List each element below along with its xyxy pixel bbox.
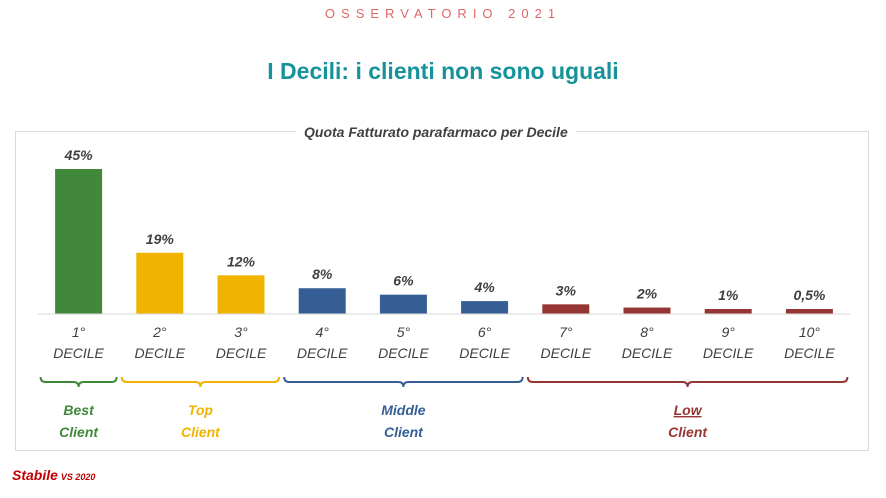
data-label-decile-6: 4%	[473, 279, 495, 295]
group-label-2-line-2: Client	[181, 424, 221, 440]
data-label-decile-2: 19%	[146, 231, 175, 247]
x-tick-label-decile-5-line-2: DECILE	[378, 345, 429, 361]
x-tick-label-decile-4-line-2: DECILE	[297, 345, 348, 361]
bar-decile-1	[55, 169, 103, 314]
data-label-decile-9: 1%	[718, 287, 739, 303]
footnote-main: Stabile	[12, 467, 58, 483]
page-title: I Decili: i clienti non sono uguali	[267, 58, 619, 84]
group-label-2-line-1: Top	[188, 402, 214, 418]
data-label-decile-7: 3%	[556, 282, 577, 298]
data-label-decile-10: 0,5%	[793, 287, 825, 303]
group-brace-3	[283, 376, 524, 388]
data-label-decile-4: 8%	[312, 266, 333, 282]
group-label-4-line-1: Low	[674, 402, 703, 418]
bar-decile-10	[785, 309, 833, 314]
data-label-decile-8: 2%	[636, 286, 658, 302]
bar-decile-5	[379, 294, 427, 314]
x-tick-label-decile-9-line-1: 9°	[722, 324, 736, 340]
footnote-small: VS 2020	[60, 472, 96, 482]
group-label-3-line-2: Client	[384, 424, 424, 440]
labels-layer: 45% 1° DECILE 19% 2° DECILE 12% 3° DECILE 8% 4° DEC…	[53, 147, 835, 361]
chart-title: Quota Fatturato parafarmaco per Decile	[296, 124, 576, 140]
x-tick-label-decile-5-line-1: 5°	[397, 324, 411, 340]
group-brace-4	[526, 376, 849, 388]
group-label-3-line-1: Middle	[381, 402, 426, 418]
data-label-decile-3: 12%	[227, 253, 256, 269]
x-tick-label-decile-6-line-2: DECILE	[459, 345, 510, 361]
group-label-1-line-2: Client	[59, 424, 99, 440]
bar-decile-3	[217, 275, 265, 314]
x-tick-label-decile-8-line-2: DECILE	[622, 345, 673, 361]
x-tick-label-decile-3-line-1: 3°	[234, 324, 248, 340]
bar-decile-6	[461, 301, 509, 314]
x-tick-label-decile-10-line-1: 10°	[799, 324, 821, 340]
x-tick-label-decile-1-line-1: 1°	[72, 324, 86, 340]
x-tick-label-decile-7-line-2: DECILE	[541, 345, 592, 361]
group-label-4-line-2: Client	[668, 424, 708, 440]
report-label: OSSERVATORIO 2021	[324, 6, 562, 21]
bar-decile-2	[136, 252, 184, 314]
groups-layer: Best Client Top Client Middle Client Low Client	[39, 376, 849, 440]
x-tick-label-decile-9-line-2: DECILE	[703, 345, 754, 361]
x-tick-label-decile-3-line-2: DECILE	[216, 345, 267, 361]
bar-decile-7	[542, 304, 590, 314]
x-tick-label-decile-8-line-1: 8°	[640, 324, 654, 340]
data-label-decile-5: 6%	[393, 273, 414, 289]
group-label-1-line-1: Best	[63, 402, 95, 418]
group-brace-2	[120, 376, 280, 388]
footnote: Stabile VS 2020	[12, 467, 95, 483]
x-tick-label-decile-2-line-2: DECILE	[135, 345, 186, 361]
bars-layer	[55, 169, 833, 314]
x-tick-label-decile-1-line-2: DECILE	[53, 345, 104, 361]
x-tick-label-decile-6-line-1: 6°	[478, 324, 492, 340]
bar-decile-8	[623, 307, 671, 314]
x-tick-label-decile-10-line-2: DECILE	[784, 345, 835, 361]
x-tick-label-decile-7-line-1: 7°	[559, 324, 573, 340]
bar-decile-4	[298, 288, 346, 314]
x-tick-label-decile-2-line-1: 2°	[152, 324, 167, 340]
data-label-decile-1: 45%	[64, 147, 94, 163]
x-tick-label-decile-4-line-1: 4°	[316, 324, 330, 340]
group-brace-1	[39, 376, 118, 388]
bar-decile-9	[704, 309, 752, 314]
